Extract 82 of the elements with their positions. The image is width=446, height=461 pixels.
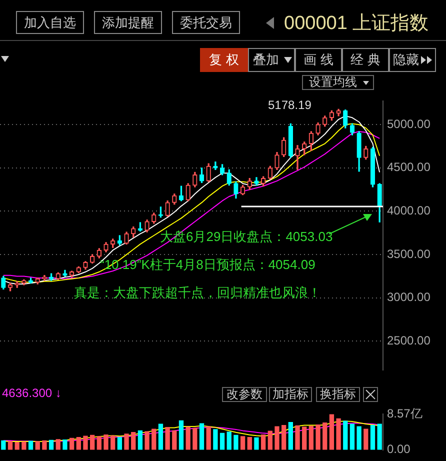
bar: [220, 432, 225, 450]
text: 设置均线: [302, 75, 374, 90]
bar: [268, 430, 272, 450]
bar: [131, 432, 136, 450]
annotation: 真是：大盘下跌超千点，回归精准也风浪！: [74, 284, 321, 302]
bar: [364, 428, 368, 450]
bar: [76, 437, 81, 450]
y-tick-label: 5000.00: [387, 116, 431, 131]
bar: [83, 436, 88, 450]
bar: [282, 424, 286, 450]
bar: [158, 424, 164, 450]
bar: [14, 442, 20, 450]
bar: [186, 426, 190, 450]
bar: [226, 432, 232, 450]
bar: [350, 424, 355, 450]
bar: [110, 435, 116, 450]
bar: [322, 422, 328, 450]
text: 经 典: [342, 48, 389, 72]
y-tick-label: 4500.00: [387, 160, 431, 174]
bar: [138, 430, 143, 450]
candlestick: [213, 162, 218, 170]
bar: [288, 422, 293, 450]
bar: [329, 414, 334, 450]
bar: [1, 440, 6, 450]
bar: [178, 420, 184, 450]
bar: [104, 434, 108, 450]
bar: [22, 442, 26, 450]
y-tick-label: 8.57亿: [387, 406, 422, 421]
annotation: 大盘6月29日收盘点：4053.03: [160, 228, 333, 246]
bar: [8, 441, 13, 450]
bar: [96, 436, 102, 450]
bar: [199, 423, 204, 450]
bar: [56, 439, 60, 450]
bar: [377, 424, 382, 450]
bar: [42, 440, 47, 450]
y-tick-label: 3500.00: [387, 246, 431, 261]
bar: [69, 438, 74, 450]
bar: [35, 441, 40, 450]
text: 画 线: [295, 48, 342, 72]
text: 加指标: [269, 387, 312, 402]
bar: [172, 430, 177, 450]
bar: [295, 425, 300, 450]
text: 加入自选: [16, 11, 84, 34]
bar: [62, 440, 68, 450]
bar: [124, 434, 129, 450]
text: 叠加: [248, 48, 295, 72]
bar: [234, 434, 238, 450]
bar: [48, 440, 54, 450]
bar: [316, 424, 320, 450]
bar: [90, 434, 95, 450]
bar: [260, 434, 266, 450]
text: 改参数: [222, 387, 267, 402]
bar: [192, 428, 198, 450]
text: 4636.300 ↓: [2, 386, 62, 400]
bar: [308, 426, 314, 450]
bar: [274, 426, 280, 450]
text: 换指标: [316, 387, 360, 402]
text: 复 权: [200, 48, 248, 72]
annotation: 5178.19: [268, 98, 312, 112]
bar: [336, 418, 341, 450]
bar: [144, 431, 150, 450]
bar: [165, 427, 170, 450]
bar: [240, 436, 246, 450]
bar: [213, 429, 218, 450]
y-tick-label: 2500.00: [387, 334, 431, 348]
bar: [254, 437, 259, 450]
chart-title: 000001 上证指数: [284, 12, 429, 36]
bar: [28, 440, 34, 450]
y-tick-label: 4000.00: [387, 204, 431, 218]
bar: [356, 426, 362, 450]
bar: [206, 426, 211, 450]
bar: [343, 420, 348, 450]
bar: [302, 426, 307, 450]
text: 添加提醒: [94, 11, 162, 34]
text: 委托交易: [172, 11, 240, 34]
bar: [247, 437, 252, 450]
bar: [370, 424, 376, 450]
y-tick-label: 0.00: [387, 442, 411, 456]
text: 隐藏: [389, 48, 436, 72]
bar: [152, 428, 156, 450]
y-tick-label: 3000.00: [387, 290, 431, 304]
bar: [117, 437, 122, 450]
